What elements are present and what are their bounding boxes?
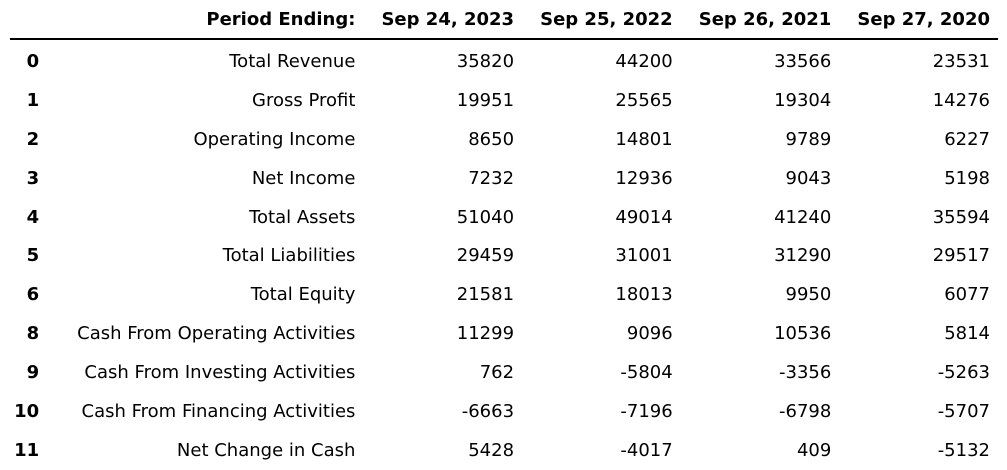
table-row: 6 Total Equity 21581 18013 9950 6077 [10,275,998,314]
table-cell: -5707 [937,400,990,422]
period-column-header: Sep 27, 2020 [839,0,998,40]
table-cell: 29517 [932,245,990,267]
table-cell: 25565 [615,89,673,111]
table-cell: 19951 [456,89,515,111]
row-label: Net Change in Cash [176,439,356,461]
table-row: 8 Cash From Operating Activities 11299 9… [10,314,998,353]
header-row: Period Ending: Sep 24, 2023 Sep 25, 2022… [10,0,998,40]
table-cell: 18013 [615,284,673,306]
table-cell: 44200 [615,50,673,72]
row-label: Cash From Operating Activities [77,323,356,345]
table-row: 1 Gross Profit 19951 25565 19304 14276 [10,81,998,120]
table-cell: 14276 [932,89,990,111]
table-cell: 21581 [456,284,515,306]
row-label: Total Liabilities [222,245,356,267]
index-header [10,0,48,40]
table-cell: 35820 [456,50,515,72]
table-cell: 762 [479,362,515,384]
table-cell: -3356 [779,362,832,384]
table-cell: 19304 [774,89,832,111]
table-cell: 9950 [785,284,832,306]
table-cell: -4017 [620,439,673,461]
row-index: 10 [14,400,40,422]
table-row: 0 Total Revenue 35820 44200 33566 23531 [10,39,998,81]
period-ending-label: Period Ending: [47,0,364,40]
table-cell: 23531 [932,50,990,72]
period-column-header: Sep 24, 2023 [363,0,523,40]
row-label: Cash From Investing Activities [84,362,356,384]
period-column-header: Sep 25, 2022 [522,0,681,40]
table-cell: 5814 [944,323,990,345]
table-cell: 33566 [774,50,832,72]
table-row: 5 Total Liabilities 29459 31001 31290 29… [10,236,998,275]
table-cell: 31290 [774,245,832,267]
table-cell: 35594 [932,206,990,228]
row-index: 1 [26,89,40,111]
row-label: Total Revenue [229,50,356,72]
row-index: 4 [26,206,40,228]
row-index: 3 [26,167,40,189]
row-index: 2 [26,128,40,150]
row-label: Net Income [251,167,356,189]
table-row: 10 Cash From Financing Activities -6663 … [10,392,998,431]
table-cell: 49014 [615,206,673,228]
table-cell: 29459 [456,245,515,267]
table-row: 2 Operating Income 8650 14801 9789 6227 [10,120,998,159]
table-header: Period Ending: Sep 24, 2023 Sep 25, 2022… [10,0,998,40]
table-cell: 11299 [456,323,515,345]
period-column-header: Sep 26, 2021 [680,0,840,40]
table-body: 0 Total Revenue 35820 44200 33566 23531 … [10,39,998,470]
table-cell: -5132 [937,439,990,461]
table-cell: 41240 [774,206,832,228]
row-index: 5 [26,245,40,267]
row-label: Cash From Financing Activities [81,400,356,422]
table-cell: 51040 [456,206,515,228]
table-cell: -7196 [620,400,673,422]
table-cell: 409 [796,439,832,461]
row-index: 0 [26,50,40,72]
row-label: Gross Profit [252,89,356,111]
row-index: 9 [26,362,40,384]
table-row: 11 Net Change in Cash 5428 -4017 409 -51… [10,431,998,470]
row-label: Total Assets [249,206,356,228]
table-cell: 7232 [468,167,515,189]
table-cell: 10536 [774,323,832,345]
table-cell: 6227 [944,128,990,150]
table-cell: 9096 [626,323,673,345]
table-row: 3 Net Income 7232 12936 9043 5198 [10,159,998,198]
row-index: 11 [14,439,40,461]
row-label: Total Equity [250,284,356,306]
table-cell: 6077 [944,284,990,306]
table-cell: -6663 [461,400,515,422]
table-cell: -6798 [779,400,832,422]
financial-summary-table: Period Ending: Sep 24, 2023 Sep 25, 2022… [10,0,998,470]
row-index: 6 [26,284,40,306]
table-cell: -5263 [937,362,990,384]
table-cell: 9789 [785,128,832,150]
table-cell: 12936 [615,167,673,189]
table-cell: 14801 [615,128,673,150]
row-label: Operating Income [193,128,356,150]
table-cell: 9043 [785,167,832,189]
table-row: 9 Cash From Investing Activities 762 -58… [10,353,998,392]
table-cell: 8650 [468,128,515,150]
row-index: 8 [26,323,40,345]
table-cell: 5428 [468,439,515,461]
table-cell: 5198 [944,167,990,189]
table-cell: 31001 [615,245,673,267]
table-row: 4 Total Assets 51040 49014 41240 35594 [10,198,998,237]
table-cell: -5804 [620,362,673,384]
